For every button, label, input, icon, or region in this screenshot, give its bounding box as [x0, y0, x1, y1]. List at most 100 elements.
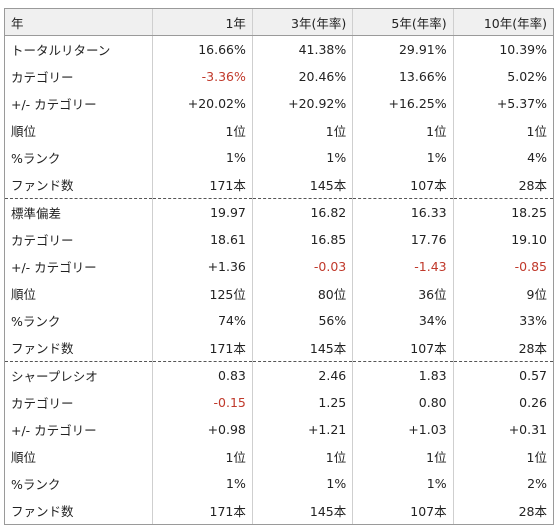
performance-table: 年 1年 3年(年率) 5年(年率) 10年(年率) トータルリターン 16.66…: [4, 8, 555, 525]
cell-value: 171本: [151, 334, 253, 362]
cell-value: +5.37%: [452, 90, 555, 117]
cell-value: 1%: [251, 470, 353, 497]
table-row: ファンド数 171本 145本 107本 28本: [4, 171, 555, 199]
cell-value: -0.85: [452, 253, 555, 280]
header-1y: 1年: [151, 8, 253, 36]
table-row: %ランク 74% 56% 34% 33%: [4, 307, 555, 334]
cell-value: 171本: [151, 497, 253, 525]
row-label: カテゴリー: [4, 63, 153, 90]
row-label: +/- カテゴリー: [4, 253, 153, 280]
cell-value: -3.36%: [151, 63, 253, 90]
cell-value: 80位: [251, 280, 353, 307]
cell-value: 1.25: [251, 389, 353, 416]
header-period-label: 年: [4, 8, 153, 36]
cell-value: +1.03: [352, 416, 454, 443]
cell-value: 33%: [452, 307, 555, 334]
cell-value: +0.98: [151, 416, 253, 443]
cell-value: 28本: [452, 334, 555, 362]
cell-value: 5.02%: [452, 63, 555, 90]
cell-value: 28本: [452, 171, 555, 199]
cell-value: 1%: [151, 144, 253, 171]
header-row: 年 1年 3年(年率) 5年(年率) 10年(年率): [4, 8, 555, 36]
cell-value: 17.76: [352, 226, 454, 253]
cell-value: 107本: [352, 497, 454, 525]
cell-value: 16.82: [251, 198, 353, 226]
cell-value: 1%: [251, 144, 353, 171]
table-row: ファンド数 171本 145本 107本 28本: [4, 334, 555, 362]
row-label: +/- カテゴリー: [4, 416, 153, 443]
header-3y: 3年(年率): [251, 8, 353, 36]
cell-value: 18.25: [452, 198, 555, 226]
cell-value: 1位: [352, 443, 454, 470]
table-header: 年 1年 3年(年率) 5年(年率) 10年(年率): [4, 8, 555, 36]
row-label: %ランク: [4, 144, 153, 171]
cell-value: 1位: [352, 117, 454, 144]
row-label: ファンド数: [4, 334, 153, 362]
cell-value: -1.43: [352, 253, 454, 280]
row-label: 順位: [4, 280, 153, 307]
cell-value: 9位: [452, 280, 555, 307]
table-row: ファンド数 171本 145本 107本 28本: [4, 497, 555, 525]
cell-value: -0.15: [151, 389, 253, 416]
row-label: カテゴリー: [4, 226, 153, 253]
cell-value: 19.10: [452, 226, 555, 253]
cell-value: 1位: [151, 117, 253, 144]
cell-value: 16.85: [251, 226, 353, 253]
cell-value: 34%: [352, 307, 454, 334]
cell-value: 1.83: [352, 361, 454, 389]
cell-value: +20.92%: [251, 90, 353, 117]
cell-value: 2.46: [251, 361, 353, 389]
cell-value: 13.66%: [352, 63, 454, 90]
row-label: %ランク: [4, 470, 153, 497]
cell-value: 0.83: [151, 361, 253, 389]
cell-value: -0.03: [251, 253, 353, 280]
cell-value: 28本: [452, 497, 555, 525]
row-label: +/- カテゴリー: [4, 90, 153, 117]
cell-value: 0.80: [352, 389, 454, 416]
cell-value: 145本: [251, 497, 353, 525]
cell-value: 36位: [352, 280, 454, 307]
row-label: 順位: [4, 117, 153, 144]
table-row: カテゴリー 18.61 16.85 17.76 19.10: [4, 226, 555, 253]
table-row: トータルリターン 16.66% 41.38% 29.91% 10.39%: [4, 35, 555, 63]
performance-table-container: 年 1年 3年(年率) 5年(年率) 10年(年率) トータルリターン 16.66…: [4, 8, 555, 525]
row-label: 順位: [4, 443, 153, 470]
cell-value: 125位: [151, 280, 253, 307]
cell-value: +20.02%: [151, 90, 253, 117]
cell-value: 145本: [251, 171, 353, 199]
cell-value: 0.26: [452, 389, 555, 416]
cell-value: 1位: [452, 117, 555, 144]
table-row: +/- カテゴリー +20.02% +20.92% +16.25% +5.37%: [4, 90, 555, 117]
table-row: %ランク 1% 1% 1% 4%: [4, 144, 555, 171]
cell-value: 1位: [251, 117, 353, 144]
cell-value: +0.31: [452, 416, 555, 443]
cell-value: 56%: [251, 307, 353, 334]
row-label: トータルリターン: [4, 35, 153, 63]
table-row: カテゴリー -0.15 1.25 0.80 0.26: [4, 389, 555, 416]
cell-value: 145本: [251, 334, 353, 362]
cell-value: 19.97: [151, 198, 253, 226]
table-row: 順位 1位 1位 1位 1位: [4, 117, 555, 144]
row-label: ファンド数: [4, 171, 153, 199]
cell-value: 10.39%: [452, 35, 555, 63]
cell-value: 1%: [151, 470, 253, 497]
cell-value: 4%: [452, 144, 555, 171]
cell-value: 171本: [151, 171, 253, 199]
table-row: 順位 1位 1位 1位 1位: [4, 443, 555, 470]
cell-value: +1.21: [251, 416, 353, 443]
row-label: カテゴリー: [4, 389, 153, 416]
cell-value: +16.25%: [352, 90, 454, 117]
cell-value: 1位: [151, 443, 253, 470]
row-label: %ランク: [4, 307, 153, 334]
cell-value: 1%: [352, 144, 454, 171]
cell-value: 107本: [352, 334, 454, 362]
header-10y: 10年(年率): [452, 8, 555, 36]
row-label: 標準偏差: [4, 198, 153, 226]
header-5y: 5年(年率): [352, 8, 454, 36]
table-row: +/- カテゴリー +1.36 -0.03 -1.43 -0.85: [4, 253, 555, 280]
cell-value: 1位: [452, 443, 555, 470]
table-body: トータルリターン 16.66% 41.38% 29.91% 10.39% カテゴリー -3.…: [4, 35, 555, 525]
cell-value: 29.91%: [352, 35, 454, 63]
cell-value: +1.36: [151, 253, 253, 280]
table-row: 順位 125位 80位 36位 9位: [4, 280, 555, 307]
